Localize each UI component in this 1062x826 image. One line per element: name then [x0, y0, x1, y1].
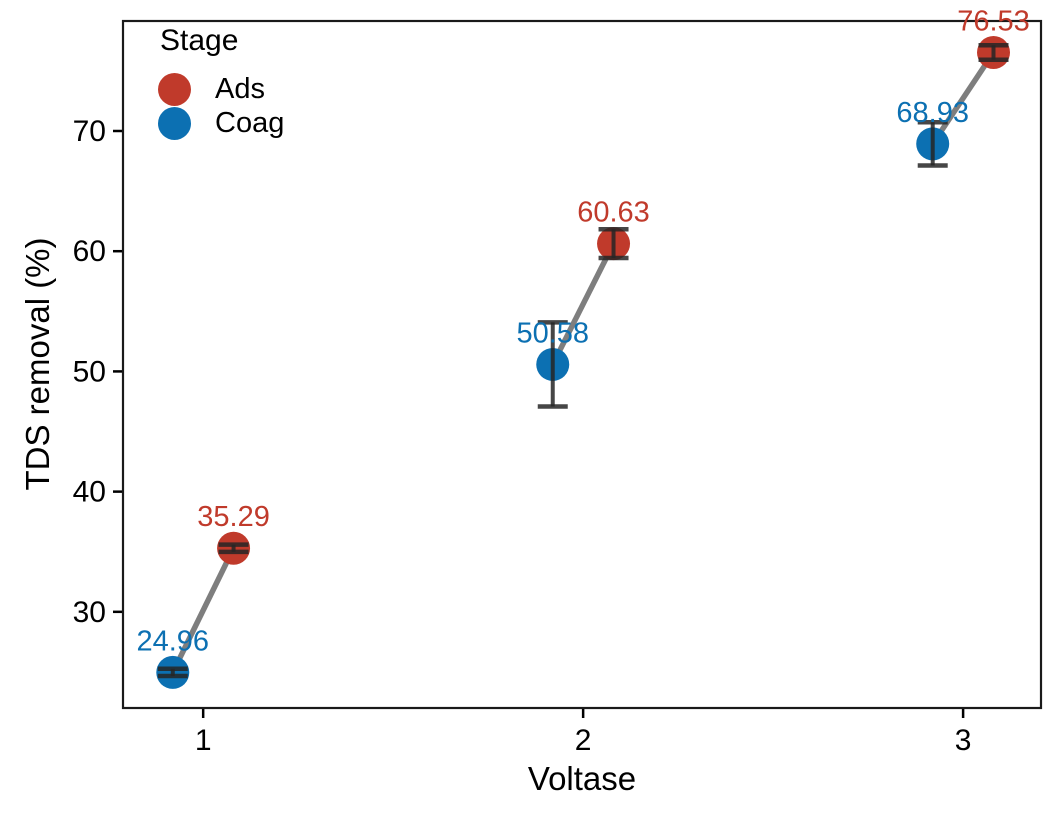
y-tick-label: 60: [73, 235, 106, 268]
pair-connector: [930, 50, 996, 146]
pair-connector: [550, 242, 616, 366]
x-tick-label: 1: [195, 724, 212, 757]
legend-swatch-icon: [158, 106, 191, 140]
pair-connector: [170, 547, 237, 674]
legend-label: Ads: [215, 72, 265, 105]
value-label: 68.93: [896, 97, 969, 129]
legend-item-coag: Coag: [158, 106, 284, 140]
legend-items: Ads Coag: [158, 72, 284, 140]
y-tick-label: 30: [73, 596, 106, 629]
x-axis-title: Voltase: [527, 760, 637, 797]
x-tick-label: 3: [955, 724, 972, 757]
x-tick-label: 2: [575, 724, 592, 757]
y-tick-label: 40: [73, 476, 106, 509]
legend-label: Coag: [215, 106, 285, 139]
value-label: 35.29: [197, 501, 270, 533]
legend-item-ads: Ads: [158, 72, 284, 106]
value-label: 60.63: [577, 197, 650, 229]
legend-swatch-icon: [158, 72, 191, 106]
legend: Stage Ads Coag: [158, 24, 284, 140]
legend-title: Stage: [160, 24, 239, 57]
y-axis-title: TDS removal (%): [19, 237, 56, 491]
y-tick-label: 70: [73, 115, 106, 148]
value-label: 76.53: [957, 5, 1030, 37]
value-label: 24.96: [136, 625, 209, 657]
y-tick-label: 50: [73, 355, 106, 388]
value-label: 50.58: [516, 317, 589, 349]
panel-border: [121, 19, 1043, 710]
